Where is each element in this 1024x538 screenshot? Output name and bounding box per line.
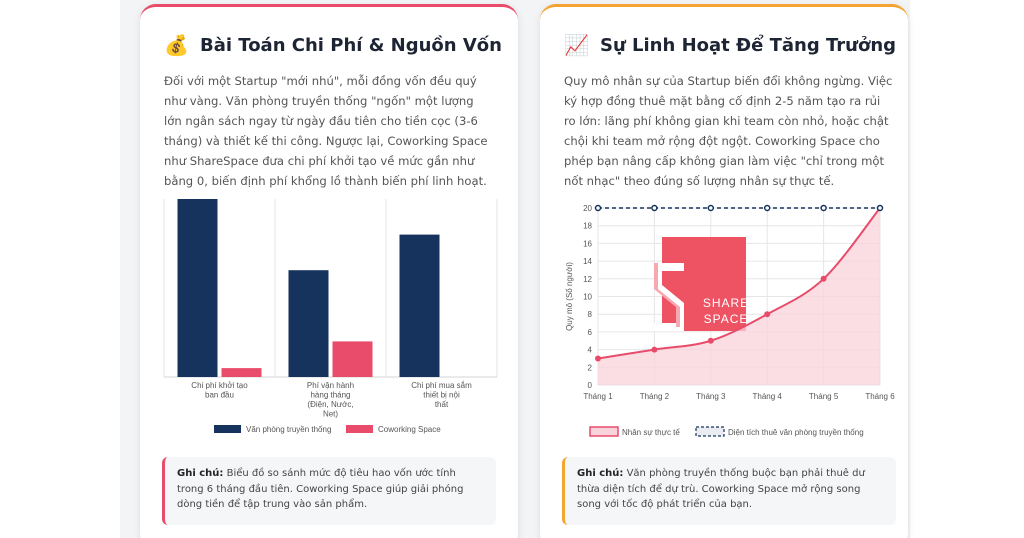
legend-label: Coworking Space	[378, 425, 441, 434]
y-tick-label: 18	[583, 222, 592, 231]
legend-swatch	[214, 425, 241, 433]
logo-text: SPACE	[704, 312, 749, 326]
data-point	[763, 204, 771, 212]
y-tick-label: 14	[583, 257, 592, 266]
bar	[221, 368, 262, 377]
data-point	[820, 275, 827, 282]
growth-title: Sự Linh Hoạt Để Tăng Trưởng	[600, 35, 897, 56]
legend-swatch	[589, 426, 619, 437]
x-tick-label: Tháng 5	[809, 392, 839, 401]
bar	[332, 341, 373, 377]
y-tick-label: 0	[588, 381, 593, 390]
category-label: thiết bị nội	[423, 391, 460, 400]
y-tick-label: 16	[583, 239, 592, 248]
legend-swatch	[695, 426, 725, 437]
logo-text: SHARE	[703, 296, 749, 310]
note-text: Biểu đồ so sánh mức độ tiêu hao vốn ước …	[177, 468, 464, 510]
x-tick-label: Tháng 4	[753, 392, 783, 401]
category-label: Chi phí khởi tạo	[191, 381, 248, 390]
legend-label: Diện tích thuê văn phòng truyền thống	[728, 428, 864, 437]
growth-flexibility-card: 📈 Sự Linh Hoạt Để Tăng Trưởng Quy mô nhâ…	[540, 4, 908, 538]
y-tick-label: 12	[583, 275, 592, 284]
growth-note: Ghi chú: Văn phòng truyền thống buộc bạn…	[562, 457, 896, 525]
data-point	[876, 204, 884, 212]
x-tick-label: Tháng 1	[583, 392, 613, 401]
data-point	[707, 337, 714, 344]
x-tick-label: Tháng 6	[865, 392, 895, 401]
category-label: ban đầu	[205, 391, 234, 400]
data-point	[651, 204, 658, 212]
legend-label: Văn phòng truyền thống	[246, 425, 331, 434]
y-tick-label: 10	[583, 293, 592, 302]
y-tick-label: 6	[588, 328, 593, 337]
growth-description: Quy mô nhân sự của Startup biến đổi khôn…	[564, 74, 893, 188]
area-fill	[598, 208, 880, 385]
category-label: Chi phí mua sắm	[411, 381, 472, 390]
logo-mark-stripe	[654, 263, 680, 327]
legend-swatch	[346, 425, 373, 433]
cost-capital-description: Đối với một Startup "mới nhú", mỗi đồng …	[164, 74, 488, 188]
category-label: Phí vận hành	[307, 381, 354, 390]
x-tick-label: Tháng 3	[696, 392, 726, 401]
cost-capital-card: 💰 Bài Toán Chi Phí & Nguồn Vốn Đối với m…	[140, 4, 518, 538]
note-label: Ghi chú:	[177, 468, 224, 479]
y-tick-label: 2	[588, 363, 593, 372]
bar	[177, 199, 218, 377]
data-point	[764, 311, 771, 318]
y-axis-label: Quy mô (Số người)	[565, 262, 574, 331]
note-text: Văn phòng truyền thống buộc bạn phải thu…	[577, 468, 865, 510]
y-tick-label: 4	[588, 346, 593, 355]
y-tick-label: 20	[583, 204, 592, 213]
legend-label: Nhân sự thực tế	[622, 428, 680, 437]
category-label: Net)	[323, 410, 338, 419]
data-point	[651, 346, 658, 353]
headcount-line-chart: 0 2 4 6 8 10 12 14 16 18 20 Tháng 1 Tháng 2 Tháng 3 Th…	[565, 204, 895, 437]
data-point	[820, 204, 827, 212]
category-label: (Điện, Nước,	[307, 400, 353, 409]
data-point	[707, 204, 715, 212]
bar	[399, 234, 440, 377]
x-tick-label: Tháng 2	[640, 392, 670, 401]
growth-header: 📈 Sự Linh Hoạt Để Tăng Trưởng	[564, 33, 896, 58]
cost-note: Ghi chú: Biểu đồ so sánh mức độ tiêu hao…	[162, 457, 496, 525]
note-label: Ghi chú:	[577, 468, 624, 479]
cost-capital-title: Bài Toán Chi Phí & Nguồn Vốn	[200, 35, 502, 56]
chart-increasing-icon: 📈	[564, 35, 589, 57]
money-bag-icon: 💰	[164, 35, 189, 57]
y-tick-label: 8	[588, 310, 593, 319]
sharespace-logo: SHARE SPACE	[654, 237, 749, 331]
bar	[288, 270, 329, 377]
data-point	[595, 355, 601, 362]
cost-capital-header: 💰 Bài Toán Chi Phí & Nguồn Vốn	[164, 33, 502, 58]
category-label: hàng tháng	[310, 391, 350, 400]
data-point	[594, 204, 602, 212]
category-label: thất	[435, 400, 449, 409]
